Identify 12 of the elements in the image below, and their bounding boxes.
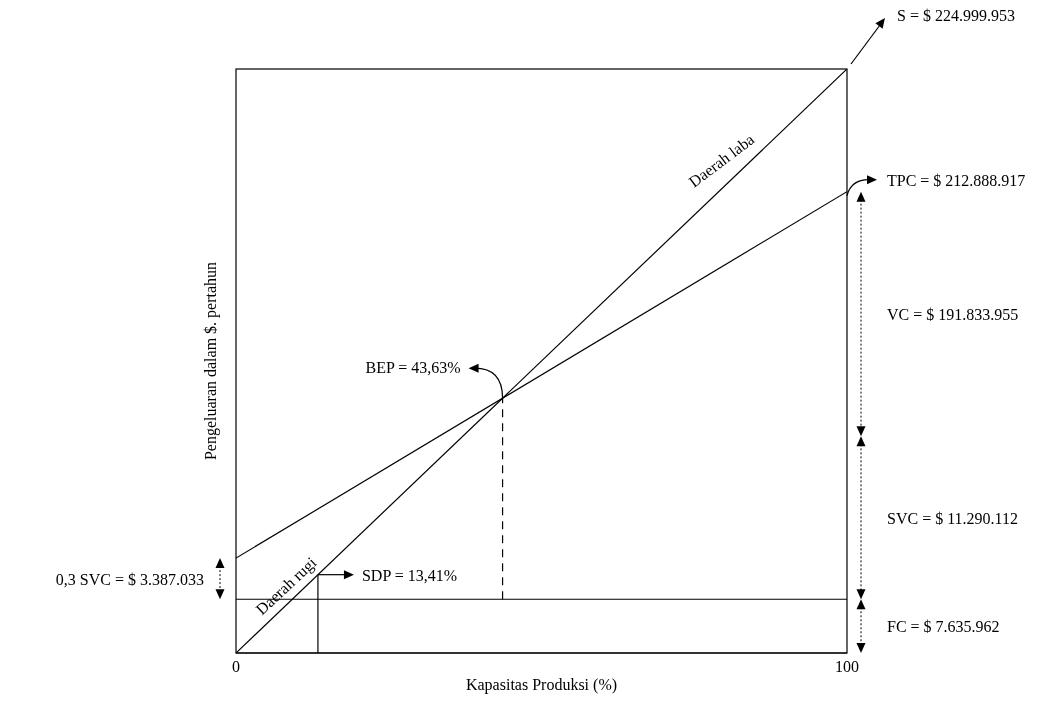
x-axis-title: Kapasitas Produksi (%) (465, 676, 618, 694)
text: FC = $ 7.635.962 (887, 618, 1000, 636)
text: SVC = $ 11.290.112 (887, 509, 1018, 527)
y-axis-title: Pengeluaran dalam $. pertahun (202, 261, 220, 461)
text: VC = $ 191.833.955 (887, 305, 1019, 323)
annotation: S = $ 224.999.953 (897, 7, 1015, 24)
annotation: TPC = $ 212.888.917 (887, 171, 1026, 189)
x-tick-label: 0 (232, 658, 240, 676)
annotation: BEP = 43,63% (365, 359, 461, 377)
annotation: SDP = 13,41% (361, 566, 458, 584)
x-tick-label: 100 (835, 658, 859, 676)
text: 0,3 SVC = $ 3.387.033 (55, 570, 204, 588)
